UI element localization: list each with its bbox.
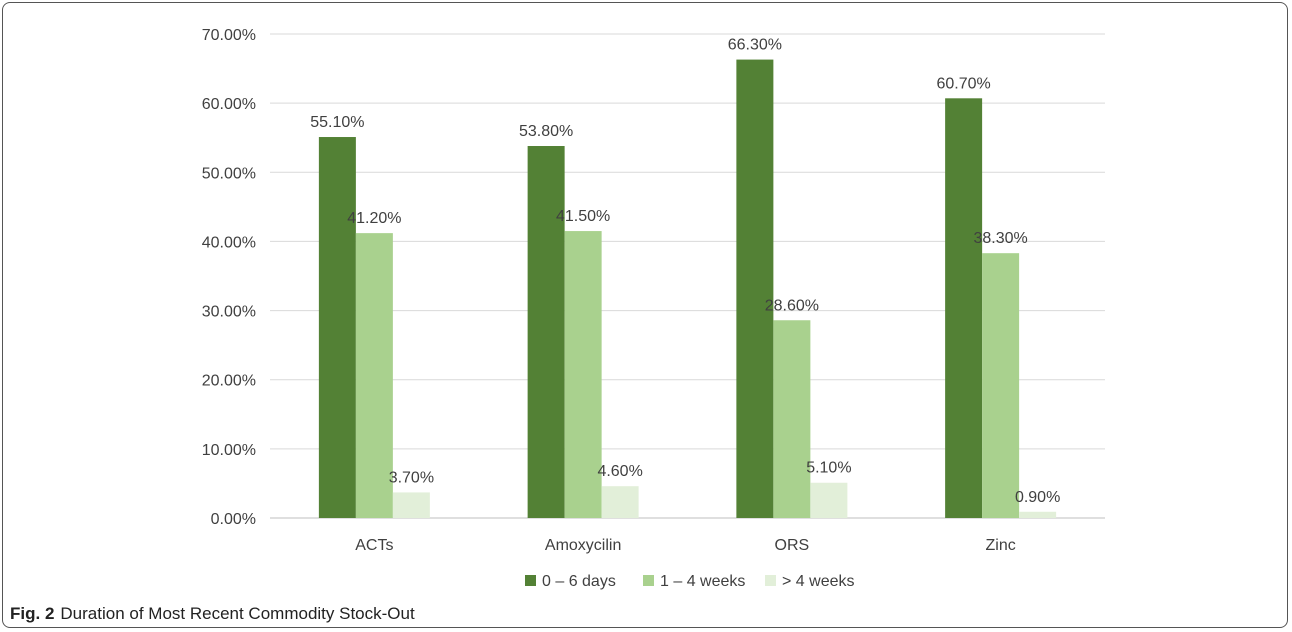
x-tick-label: ORS [775, 537, 810, 554]
caption-text: Duration of Most Recent Commodity Stock-… [60, 604, 415, 623]
data-label: 3.70% [389, 469, 434, 486]
legend-item: > 4 weeks [765, 573, 854, 590]
data-label: 41.50% [556, 208, 610, 225]
data-labels: 55.10% 41.20% 3.70% 53.80% 41.50% 4.60% 66.30%… [310, 37, 1060, 506]
y-tick-label: 0.00% [211, 511, 256, 528]
legend-swatch [765, 575, 776, 586]
legend-item: 0 – 6 days [525, 573, 616, 590]
data-label: 28.60% [765, 297, 819, 314]
y-tick-label: 30.00% [202, 304, 256, 321]
legend-label: > 4 weeks [782, 573, 854, 590]
x-tick-label: Amoxycilin [545, 537, 621, 554]
caption-lead: Fig. 2 [10, 604, 55, 623]
x-tick-label: ACTs [355, 537, 393, 554]
legend-label: 0 – 6 days [542, 573, 616, 590]
data-label: 38.30% [973, 230, 1027, 247]
legend: 0 – 6 days 1 – 4 weeks > 4 weeks [525, 573, 854, 590]
y-tick-label: 10.00% [202, 442, 256, 459]
bar [392, 492, 430, 518]
bars [318, 59, 1057, 519]
legend-swatch [643, 575, 654, 586]
bar [773, 320, 811, 518]
bar-chart: 0.00% 10.00% 20.00% 30.00% 40.00% 50.00% 60.00… [202, 27, 1105, 590]
bar [736, 59, 774, 518]
bar [564, 231, 602, 519]
data-label: 4.60% [597, 463, 642, 480]
data-label: 0.90% [1015, 489, 1060, 506]
figure-caption: Fig. 2 Duration of Most Recent Commodity … [10, 604, 415, 624]
y-tick-label: 40.00% [202, 234, 256, 251]
y-tick-label: 70.00% [202, 27, 256, 44]
bar [810, 482, 848, 518]
data-label: 55.10% [310, 114, 364, 131]
y-tick-label: 20.00% [202, 373, 256, 390]
y-tick-label: 60.00% [202, 96, 256, 113]
legend-swatch [525, 575, 536, 586]
bar [1019, 511, 1057, 518]
y-tick-label: 50.00% [202, 165, 256, 182]
x-axis-ticks: ACTs Amoxycilin ORS Zinc [355, 537, 1015, 554]
bar [355, 233, 393, 519]
legend-item: 1 – 4 weeks [643, 573, 745, 590]
legend-label: 1 – 4 weeks [660, 573, 745, 590]
y-axis-ticks: 0.00% 10.00% 20.00% 30.00% 40.00% 50.00% 60.00… [202, 27, 256, 528]
bar [601, 486, 639, 518]
data-label: 53.80% [519, 123, 573, 140]
data-label: 66.30% [728, 37, 782, 54]
bar [945, 98, 983, 518]
data-label: 5.10% [806, 460, 851, 477]
data-label: 60.70% [936, 75, 990, 92]
data-label: 41.20% [347, 210, 401, 227]
x-tick-label: Zinc [986, 537, 1016, 554]
bar [318, 137, 356, 518]
bar [982, 253, 1020, 518]
bar [527, 146, 565, 519]
